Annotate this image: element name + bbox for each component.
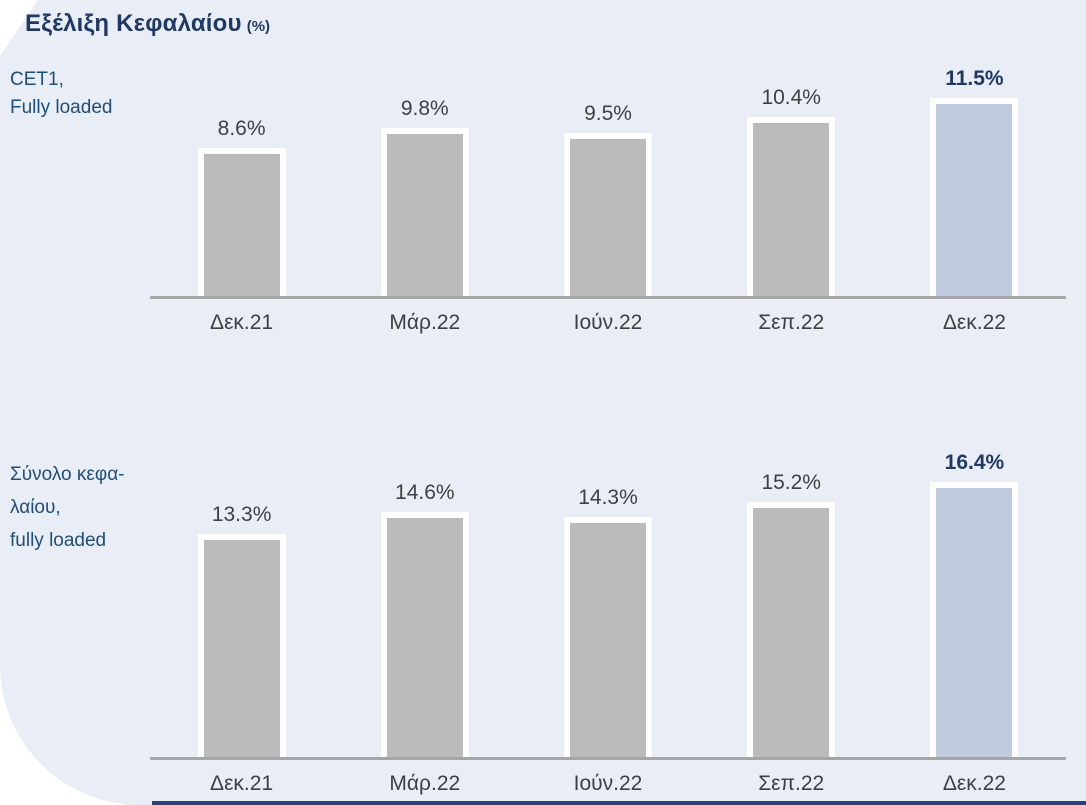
bar-group: 14.3% [516,486,699,757]
value-label-highlight: 11.5% [945,67,1004,90]
value-label: 8.6% [217,117,266,140]
value-label: 9.8% [400,97,449,120]
value-label-highlight: 16.4% [944,451,1005,474]
series-label-line: fully loaded [10,530,107,551]
bar-highlight [930,482,1019,757]
bottom-accent-bar [152,801,1086,805]
bar-group: 9.5% [516,102,699,296]
value-label: 9.5% [584,102,632,125]
x-axis-line [150,757,1066,760]
plot-area: 13.3% 14.6% 14.3% 15.2% 16.4% Δεκ.21 Μάρ.22 Ιο… [150,451,1066,796]
x-axis-labels: Δεκ.21 Μάρ.22 Ιούν.22 Σεπ.22 Δεκ.22 [150,760,1066,796]
value-label: 13.3% [211,503,272,526]
bar-group: 13.3% [150,503,333,757]
value-label: 10.4% [761,86,821,109]
bar-highlight [930,98,1019,296]
bar-group: 16.4% [883,451,1066,757]
bar-group: 10.4% [700,86,883,296]
x-axis-label: Μάρ.22 [389,311,461,334]
bar [380,512,469,757]
series-label-cet1: CET1, Fully loaded [10,66,112,122]
value-label: 15.2% [761,471,821,494]
x-axis-label: Δεκ.22 [942,772,1006,795]
series-label-total-capital: Σύνολο κεφα-λαίου, fully loaded [10,458,125,557]
x-axis-label: Ιούν.22 [573,772,643,795]
x-axis-label: Δεκ.22 [942,311,1006,334]
bar [197,534,286,757]
series-label-line: λαίου, [10,497,61,518]
series-label-line: Fully loaded [10,97,113,118]
bars-container: 8.6% 9.8% 9.5% 10.4% 11.5% [150,64,1066,296]
x-axis-label: Δεκ.21 [210,772,274,795]
x-axis-labels: Δεκ.21 Μάρ.22 Ιούν.22 Σεπ.22 Δεκ.22 [150,299,1066,335]
bar-group: 14.6% [333,481,516,757]
chart-cet1-fully-loaded: CET1, Fully loaded 8.6% 9.8% 9.5% 10.4% 11.5%… [0,64,1086,335]
chart-total-capital-fully-loaded: Σύνολο κεφα-λαίου, fully loaded 13.3% 14.6… [0,451,1086,796]
bar [747,117,836,296]
bar [564,517,652,757]
title-unit: (%) [246,18,271,35]
bar [564,133,652,296]
bar-group: 15.2% [700,471,883,757]
value-label: 14.3% [578,486,638,509]
bar-group: 9.8% [333,97,516,296]
value-label: 14.6% [395,481,455,504]
bar [197,148,286,296]
title-text: Εξέλιξη Κεφαλαίου [25,10,242,37]
bar [380,128,469,296]
bar [747,502,836,757]
series-label-line: CET1, [10,69,64,90]
x-axis-label: Μάρ.22 [389,772,461,795]
x-axis-label: Σεπ.22 [758,772,825,795]
x-axis-label: Σεπ.22 [758,311,825,334]
x-axis-label: Δεκ.21 [210,311,274,334]
plot-area: 8.6% 9.8% 9.5% 10.4% 11.5% Δεκ.21 Μάρ.22 Ιούν.… [150,64,1066,335]
x-axis-label: Ιούν.22 [573,311,643,334]
page-title: Εξέλιξη Κεφαλαίου (%) [25,10,270,38]
bars-container: 13.3% 14.6% 14.3% 15.2% 16.4% [150,451,1066,757]
bar-group: 11.5% [883,67,1066,296]
series-label-line: Σύνολο κεφα- [10,464,125,485]
bar-group: 8.6% [150,117,333,296]
x-axis-line [150,296,1066,299]
